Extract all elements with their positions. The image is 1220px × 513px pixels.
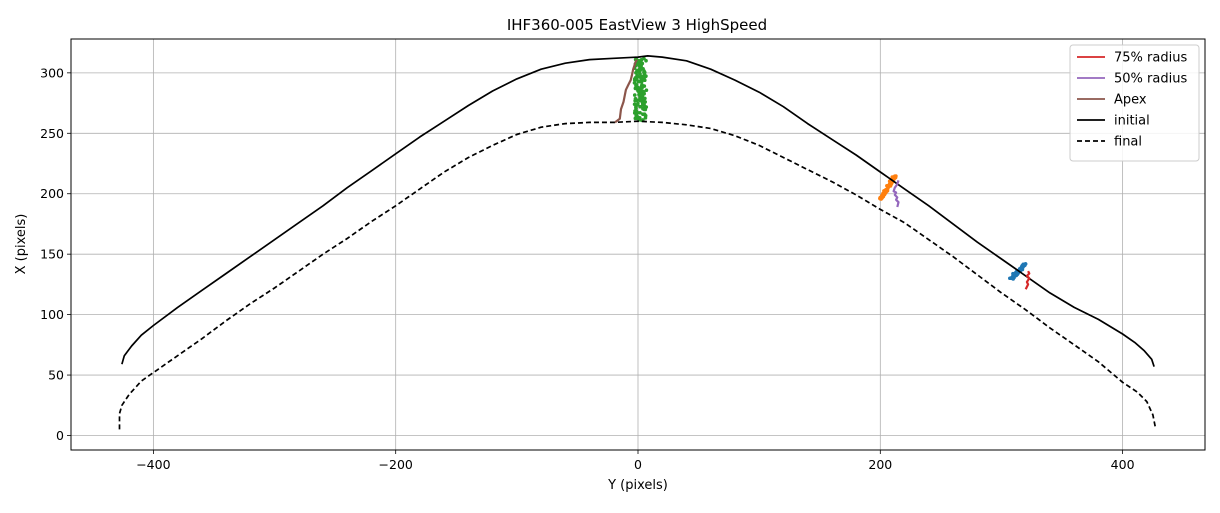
scatter-point (881, 192, 885, 197)
series-line-initial (121, 55, 1155, 367)
legend-box (1069, 44, 1200, 162)
y-tick-label: 0 (56, 428, 64, 443)
legend-label: Apex (1114, 93, 1147, 108)
x-tick-label: 200 (868, 457, 892, 472)
scatter-point (642, 112, 647, 117)
scatter-point (632, 93, 637, 97)
scatter-point (1015, 272, 1019, 277)
x-tick-label: −400 (136, 457, 170, 472)
scatter-point (641, 67, 645, 71)
scatter-point (639, 58, 644, 62)
scatter-point (638, 110, 642, 115)
scatter-point (632, 102, 637, 107)
scatter-point (878, 196, 882, 201)
plot-area (118, 55, 1157, 430)
scatter-point (642, 84, 647, 88)
y-tick-label: 250 (40, 126, 64, 141)
scatter-point (638, 104, 642, 109)
scatter-point (635, 102, 640, 107)
legend-label: final (1114, 135, 1142, 150)
grid-lines (71, 39, 1205, 450)
scatter-point (638, 91, 643, 95)
scatter-point (642, 70, 646, 75)
scatter-point (638, 98, 643, 103)
scatter-point (634, 85, 638, 89)
scatter-point (635, 70, 640, 74)
series-line-apex (614, 59, 638, 124)
legend-label: 75% radius (1114, 51, 1187, 66)
scatter-point (636, 58, 641, 63)
scatter-point (639, 74, 644, 79)
scatter-point (644, 58, 648, 63)
scatter-point (634, 106, 638, 111)
scatter-point (635, 115, 640, 119)
scatter-point (633, 96, 638, 101)
scatter-point (1009, 275, 1014, 280)
scatter-point (632, 77, 637, 81)
scatter-point (887, 179, 892, 184)
x-axis-ticks: −400 −200 0 200 400 (136, 450, 1135, 472)
y-axis-ticks: 0 50 100 150 200 250 300 (40, 65, 71, 443)
scatter-point (641, 101, 645, 105)
chart-title: IHF360-005 EastView 3 HighSpeed (507, 16, 767, 34)
scatter-point (643, 96, 647, 101)
x-tick-label: −200 (379, 457, 413, 472)
y-tick-label: 300 (40, 65, 64, 80)
series-line-final (118, 120, 1157, 430)
scatter-point (644, 88, 649, 93)
scatter-point (632, 81, 637, 85)
scatter-point (891, 175, 895, 180)
scatter-layer (632, 56, 1028, 281)
scatter-point (887, 182, 892, 187)
y-tick-label: 200 (40, 186, 64, 201)
scatter-point (637, 67, 642, 72)
scatter-point (884, 187, 888, 192)
scatter-point (1019, 265, 1024, 270)
y-axis-label: X (pixels) (14, 214, 29, 275)
x-tick-label: 0 (634, 457, 642, 472)
x-tick-label: 400 (1111, 457, 1135, 472)
y-tick-label: 150 (40, 247, 64, 262)
legend: 75% radius 50% radius Apex initial final (1069, 44, 1200, 162)
scatter-point (638, 94, 643, 99)
y-tick-label: 100 (40, 307, 64, 322)
series-line-50-radius (892, 180, 900, 208)
series-layer (118, 55, 1157, 430)
scatter-point (639, 77, 644, 82)
series-line-75-radius (1024, 270, 1031, 290)
legend-label: initial (1114, 114, 1150, 129)
legend-label: 50% radius (1114, 72, 1187, 87)
scatter-point (642, 107, 646, 112)
scatter-point (635, 73, 639, 78)
scatter-point (643, 116, 648, 120)
scatter-point (638, 72, 642, 76)
x-axis-label: Y (pixels) (607, 478, 668, 493)
scatter-point (642, 78, 647, 82)
y-tick-label: 50 (48, 368, 64, 383)
scatter-point (639, 64, 643, 68)
